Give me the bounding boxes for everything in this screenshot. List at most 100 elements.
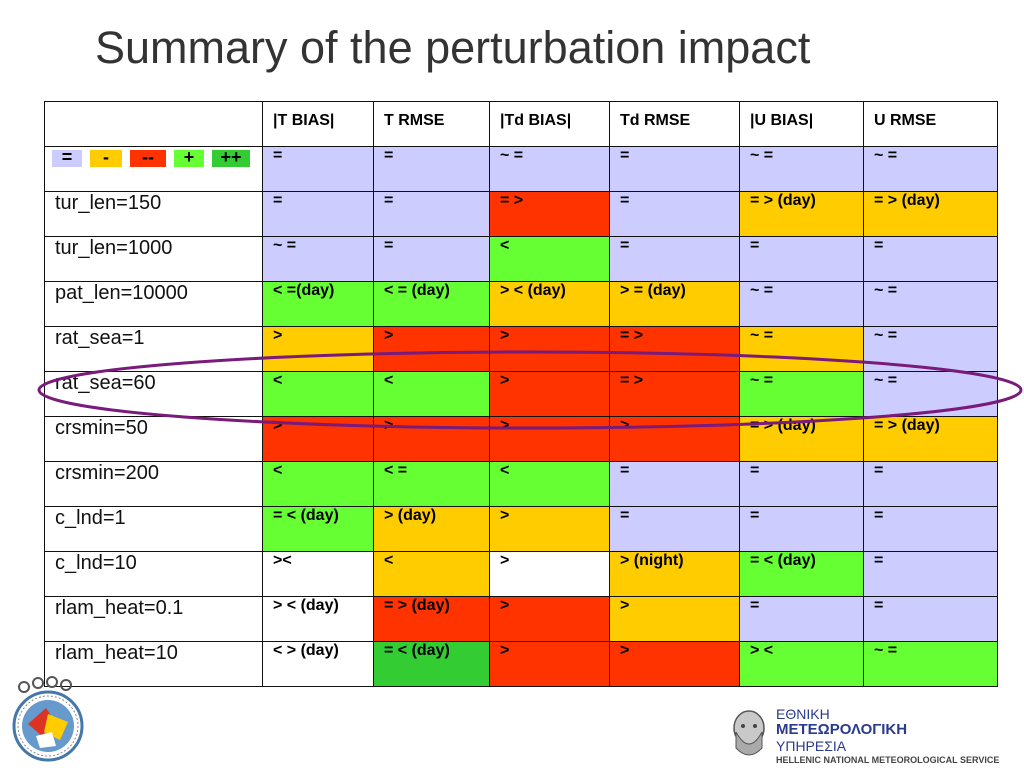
table-row: RF==~ ==~ =~ = (44, 146, 998, 192)
table-cell: < (262, 371, 374, 417)
table-cell: < (489, 236, 610, 282)
table-cell: >< (262, 551, 374, 597)
table-cell: < > (day) (262, 641, 374, 687)
table-cell: = (863, 506, 998, 552)
logo-line-1: ΕΘΝΙΚΗ (776, 706, 830, 722)
table-cell: > (609, 416, 740, 462)
table-cell: > (489, 506, 610, 552)
table-row: rlam_heat=0.1 > < (day) = > (day) > > = = (44, 596, 998, 642)
row-label: c_lnd=10 (44, 551, 263, 597)
color-legend: = - -- + ++ (52, 148, 250, 168)
table-cell: = (609, 506, 740, 552)
table-cell: = > (day) (739, 416, 864, 462)
table-cell: > (609, 641, 740, 687)
hnms-logo: ΕΘΝΙΚΗ ΜΕΤΕΩΡΟΛΟΓΙΚΗ ΥΠΗΡΕΣΙΑ HELLENIC N… (728, 706, 1018, 765)
table-cell: > < (day) (489, 281, 610, 327)
table-cell: ~ = (863, 641, 998, 687)
legend-swatch: -- (130, 148, 166, 167)
table-cell: ~ = (739, 326, 864, 372)
table-cell: ~ = (489, 146, 610, 192)
table-cell: = < (day) (739, 551, 864, 597)
table-cell: = (863, 596, 998, 642)
row-label: rat_sea=1 (44, 326, 263, 372)
table-cell: > (609, 596, 740, 642)
statue-head-icon (733, 710, 765, 756)
row-label: tur_len=150 (44, 191, 263, 237)
table-cell: > (489, 641, 610, 687)
table-cell: > < (day) (262, 596, 374, 642)
table-cell: = (609, 461, 740, 507)
table-cell: > (day) (373, 506, 490, 552)
table-cell: = (739, 596, 864, 642)
row-label: crsmin=200 (44, 461, 263, 507)
table-cell: < =(day) (262, 281, 374, 327)
legend-swatch: - (90, 148, 122, 167)
table-cell: = < (day) (373, 641, 490, 687)
table-cell: = > (609, 326, 740, 372)
header-t-rmse: T RMSE (373, 101, 490, 147)
table-cell: = (739, 506, 864, 552)
table-cell: < (373, 371, 490, 417)
row-label: rlam_heat=10 (44, 641, 263, 687)
table-cell: ~ = (863, 146, 998, 192)
row-label: pat_len=10000 (44, 281, 263, 327)
table-cell: ~ = (863, 371, 998, 417)
table-row: c_lnd=10 >< < > > (night) = < (day) = (44, 551, 998, 597)
table-cell: > (489, 416, 610, 462)
table-cell: = (373, 236, 490, 282)
header-t-bias: |T BIAS| (262, 101, 374, 147)
table-cell: = > (day) (863, 416, 998, 462)
row-label: tur_len=1000 (44, 236, 263, 282)
table-cell: < (262, 461, 374, 507)
header-empty (44, 101, 263, 147)
table-row: crsmin=50 > > > > = > (day) = > (day) (44, 416, 998, 462)
table-cell: > (373, 326, 490, 372)
table-cell: < (373, 551, 490, 597)
logo-line-2: ΜΕΤΕΩΡΟΛΟΓΙΚΗ (776, 721, 908, 738)
table-cell: = (739, 236, 864, 282)
table-cell: ~ = (739, 281, 864, 327)
row-label: c_lnd=1 (44, 506, 263, 552)
logo-line-3: ΥΠΗΡΕΣΙΑ (776, 738, 847, 754)
table-cell: = (863, 461, 998, 507)
table-cell: = (739, 461, 864, 507)
header-td-rmse: Td RMSE (609, 101, 740, 147)
table-cell: = > (489, 191, 610, 237)
table-cell: = (863, 551, 998, 597)
legend-swatch: + (174, 148, 204, 167)
table-cell: = (373, 191, 490, 237)
table-cell: > = (day) (609, 281, 740, 327)
table-cell: > (489, 371, 610, 417)
table-cell: = (373, 146, 490, 192)
header-td-bias: |Td BIAS| (489, 101, 610, 147)
table-cell: = > (day) (739, 191, 864, 237)
table-cell: = < (day) (262, 506, 374, 552)
table-cell: > (262, 416, 374, 462)
table-cell: > (373, 416, 490, 462)
table-row: rlam_heat=10 < > (day) = < (day) > > > < ~ = (44, 641, 998, 687)
table-cell: = (863, 236, 998, 282)
table-row: tur_len=1000 ~ = = < = = = (44, 236, 998, 282)
table-row: c_lnd=1 = < (day) > (day) > = = = (44, 506, 998, 552)
table-header-row: |T BIAS| T RMSE |Td BIAS| Td RMSE |U BIA… (44, 101, 998, 147)
table-cell: ~ = (262, 236, 374, 282)
legend-swatch: = (52, 148, 82, 167)
table-cell: < = (373, 461, 490, 507)
row-label: rat_sea=60 (44, 371, 263, 417)
table-row: rat_sea=60 < < > = > ~ = ~ = (44, 371, 998, 417)
table-cell: = (262, 191, 374, 237)
table-cell: > (489, 326, 610, 372)
table-cell: > < (739, 641, 864, 687)
table-cell: < = (day) (373, 281, 490, 327)
table-row: crsmin=200 < < = < = = = (44, 461, 998, 507)
table-row: tur_len=150 = = = > = = > (day) = > (day) (44, 191, 998, 237)
table-cell: ~ = (863, 326, 998, 372)
table-cell: > (262, 326, 374, 372)
slide-title: Summary of the perturbation impact (95, 22, 811, 73)
header-u-bias: |U BIAS| (739, 101, 864, 147)
table-cell: = (609, 146, 740, 192)
legend-swatch: ++ (212, 148, 250, 167)
table-cell: > (489, 551, 610, 597)
table-cell: ~ = (739, 146, 864, 192)
table-cell: = > (day) (373, 596, 490, 642)
